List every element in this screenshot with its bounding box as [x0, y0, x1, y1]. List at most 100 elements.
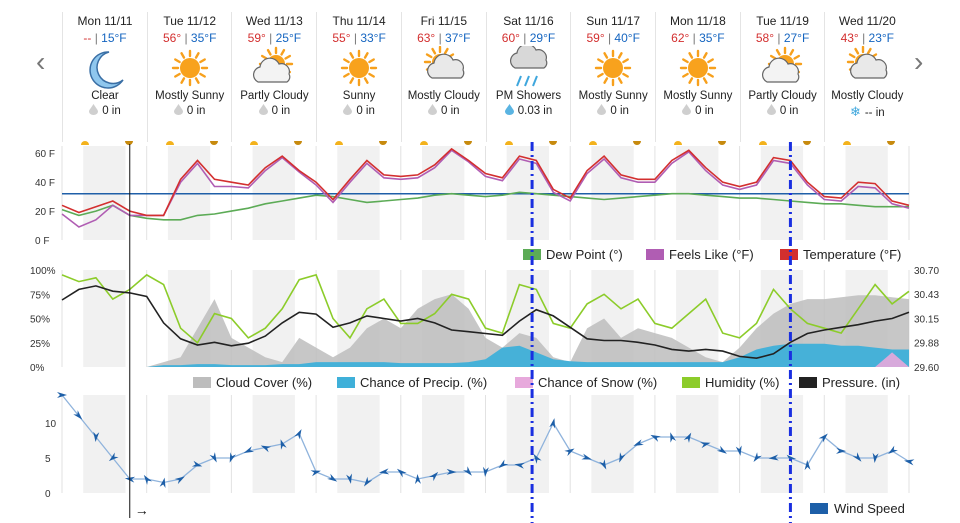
sun-cloud-icon	[232, 46, 316, 90]
drop-icon	[343, 104, 353, 117]
wind-direction-arrow	[280, 439, 287, 450]
forecast-day[interactable]: Tue 11/19 58° | 27°F Partly Cloudy 0 in	[739, 12, 825, 145]
drop-icon	[89, 104, 99, 117]
drop-icon	[766, 104, 776, 117]
forecast-day[interactable]: Tue 11/12 56° | 35°F Mostly Sunny 0 in	[146, 12, 232, 145]
sunrise-sunset-icons	[656, 134, 740, 145]
condition-label: Mostly Sunny	[663, 90, 733, 102]
day-temps: 58° | 27°F	[755, 31, 810, 45]
forecast-day[interactable]: Fri 11/15 63° | 37°F Mostly Cloudy 0 in	[400, 12, 486, 145]
day-temps: 62° | 35°F	[671, 31, 725, 45]
precip-amount: 0 in	[148, 104, 232, 117]
low-temp: 37°F	[445, 31, 471, 45]
forecast-day[interactable]: Thu 11/14 55° | 33°F Sunny 0 in	[316, 12, 401, 145]
sunrise-sunset-icons	[571, 134, 655, 145]
wind-arrowhead	[549, 418, 556, 429]
chevron-left-icon[interactable]: ‹	[36, 46, 46, 77]
day-name: Mon 11/11	[77, 14, 133, 28]
pressure-axis-tick: 30.70	[914, 266, 939, 277]
forecast-day[interactable]: Sun 11/17 59° | 40°F Mostly Sunny 0 in	[570, 12, 655, 145]
condition-label: Partly Cloudy	[748, 90, 817, 102]
high-temp: 60°	[501, 31, 520, 45]
wind-arrowhead	[143, 474, 153, 485]
cloud_cover-legend-label: Cloud Cover (%)	[216, 375, 312, 390]
forecast-day[interactable]: Wed 11/20 43° | 23°F Mostly Cloudy ❄ -- in	[824, 12, 909, 145]
wind-arrowhead	[650, 434, 661, 442]
night-band	[167, 395, 211, 493]
high-temp: 43°	[840, 31, 859, 45]
wind-direction-arrow	[294, 429, 302, 440]
forecast-day[interactable]: Mon 11/11 -- | 15°F Clear 0 in	[62, 12, 147, 145]
low-temp: 25°F	[275, 31, 302, 45]
sunrise-sunset-icons	[148, 134, 232, 145]
sun-icon	[148, 46, 232, 90]
wind-arrowhead	[174, 476, 185, 485]
condition-label: Clear	[91, 90, 119, 102]
condition-label: Mostly Cloudy	[407, 90, 480, 102]
precip-amount: 0 in	[402, 104, 486, 117]
wind-arrowhead	[836, 447, 847, 454]
forecast-day[interactable]: Sat 11/16 60° | 29°F PM Showers 0.03 in	[485, 12, 571, 145]
percent-axis-tick: 50%	[30, 315, 50, 326]
sun-icon	[656, 46, 740, 90]
high-temp: 58°	[755, 31, 775, 45]
night-band	[845, 395, 888, 493]
night-band	[676, 395, 719, 493]
wind-direction-arrow	[670, 432, 677, 443]
wind-direction-arrow	[700, 442, 711, 449]
high-temp: 56°	[162, 31, 182, 45]
wind-direction-arrow	[599, 459, 607, 470]
wind-direction-arrow	[581, 453, 592, 460]
wind-arrowhead	[498, 459, 509, 469]
wind-direction-arrow	[73, 410, 83, 420]
forecast-strip: Mon 11/11 -- | 15°F Clear 0 in Tue 11/12 56° …	[62, 12, 909, 145]
wind-direction-arrow	[446, 468, 457, 475]
forecast-day[interactable]: Wed 11/13 59° | 25°F Partly Cloudy 0 in	[231, 12, 316, 145]
chevron-right-icon[interactable]: ›	[914, 46, 924, 77]
wind-direction-arrow	[514, 462, 525, 469]
night-band	[506, 395, 550, 493]
cloud-sun-icon	[825, 46, 909, 90]
wind-direction-arrow	[327, 473, 338, 482]
high-temp: 59°	[586, 31, 605, 45]
forecast-day[interactable]: Mon 11/18 62° | 35°F Mostly Sunny 0 in	[654, 12, 740, 145]
wind-legend-label: Wind Speed	[834, 501, 905, 516]
feels_like-line	[61, 149, 910, 228]
sun-icon	[317, 46, 401, 90]
percent-axis-tick: 100%	[30, 266, 56, 277]
day-temps: 55° | 33°F	[332, 31, 386, 45]
drop-icon	[258, 104, 268, 117]
precip-amount: 0 in	[232, 104, 316, 117]
wind-direction-arrow	[57, 392, 67, 398]
precip-amount: 0 in	[63, 104, 147, 117]
wind-arrowhead	[310, 470, 321, 477]
wind-direction-arrow	[716, 445, 727, 454]
wind-arrowhead	[280, 439, 287, 450]
drop-icon	[504, 104, 514, 117]
wind-arrowhead	[294, 429, 302, 440]
drop-icon	[428, 104, 438, 117]
sunrise-sunset-icons	[487, 134, 571, 145]
feels_like-legend-swatch	[646, 249, 664, 260]
wind-direction-arrow	[260, 445, 272, 453]
sunrise-sunset-icons	[63, 134, 147, 145]
percent-axis-tick: 25%	[30, 339, 50, 350]
snow_chance-legend-label: Chance of Snow (%)	[538, 375, 657, 390]
wind-direction-arrow	[533, 453, 542, 464]
wind-direction-arrow	[836, 447, 847, 454]
sun-icon	[571, 46, 655, 90]
pressure-line	[61, 285, 910, 360]
day-name: Wed 11/13	[245, 14, 303, 28]
wind-arrowhead	[209, 452, 217, 463]
wind-arrowhead	[260, 445, 272, 453]
temp-axis-tick: 20 F	[35, 207, 55, 218]
dew_point-legend-swatch	[523, 249, 541, 260]
wind-legend-swatch	[810, 503, 828, 514]
percent-axis-tick: 0%	[30, 363, 45, 374]
wind-arrowhead	[599, 459, 607, 470]
wind-arrowhead	[159, 477, 166, 489]
high-temp: 62°	[671, 31, 690, 45]
day-name: Tue 11/19	[756, 14, 809, 28]
day-name: Sun 11/17	[586, 14, 641, 28]
